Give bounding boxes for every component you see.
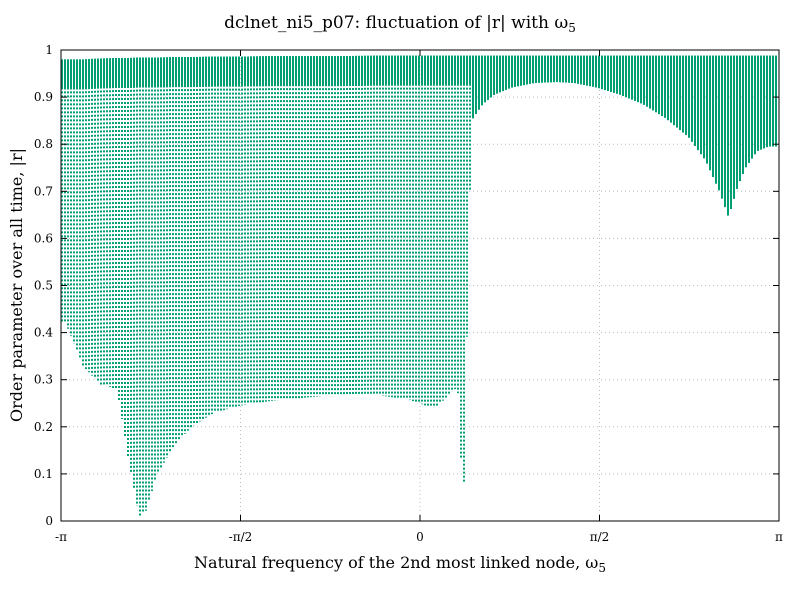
y-axis-label: Order parameter over all time, |r| — [7, 148, 26, 422]
y-tick-label: 0.1 — [34, 467, 53, 481]
plot-area — [61, 55, 777, 516]
grid-lines — [61, 50, 779, 521]
y-tick-label: 0.8 — [34, 137, 53, 151]
chart-title: dclnet_ni5_p07: fluctuation of |r| with … — [224, 13, 576, 35]
x-tick-label: -π/2 — [229, 530, 253, 544]
y-tick-label: 0.6 — [34, 231, 53, 245]
x-axis-label-text: Natural frequency of the 2nd most linked… — [194, 553, 598, 572]
y-tick-label: 0.4 — [34, 326, 53, 340]
y-tick-label: 0.5 — [34, 279, 53, 293]
chart-title-subscript: 5 — [568, 21, 576, 35]
tick-marks — [60, 49, 780, 522]
tick-labels: 0 0.1 0.2 0.3 0.4 0.5 0.6 0.7 0.8 0.9 1 -π -π/2 0 π/2 π — [34, 43, 783, 544]
y-tick-label: 0.2 — [34, 420, 53, 434]
x-axis-label-subscript: 5 — [598, 561, 606, 575]
x-tick-label: -π — [55, 530, 67, 544]
y-tick-label: 0.3 — [34, 373, 53, 387]
x-axis-label: Natural frequency of the 2nd most linked… — [194, 553, 606, 575]
x-tick-label: π — [775, 530, 783, 544]
y-tick-label: 0.9 — [34, 90, 53, 104]
y-tick-label: 1 — [45, 43, 53, 57]
y-tick-label: 0.7 — [34, 184, 53, 198]
chart-title-text: dclnet_ni5_p07: fluctuation of |r| with … — [224, 13, 568, 33]
y-tick-label: 0 — [45, 514, 53, 528]
x-tick-label: π/2 — [590, 530, 610, 544]
x-tick-label: 0 — [416, 530, 424, 544]
